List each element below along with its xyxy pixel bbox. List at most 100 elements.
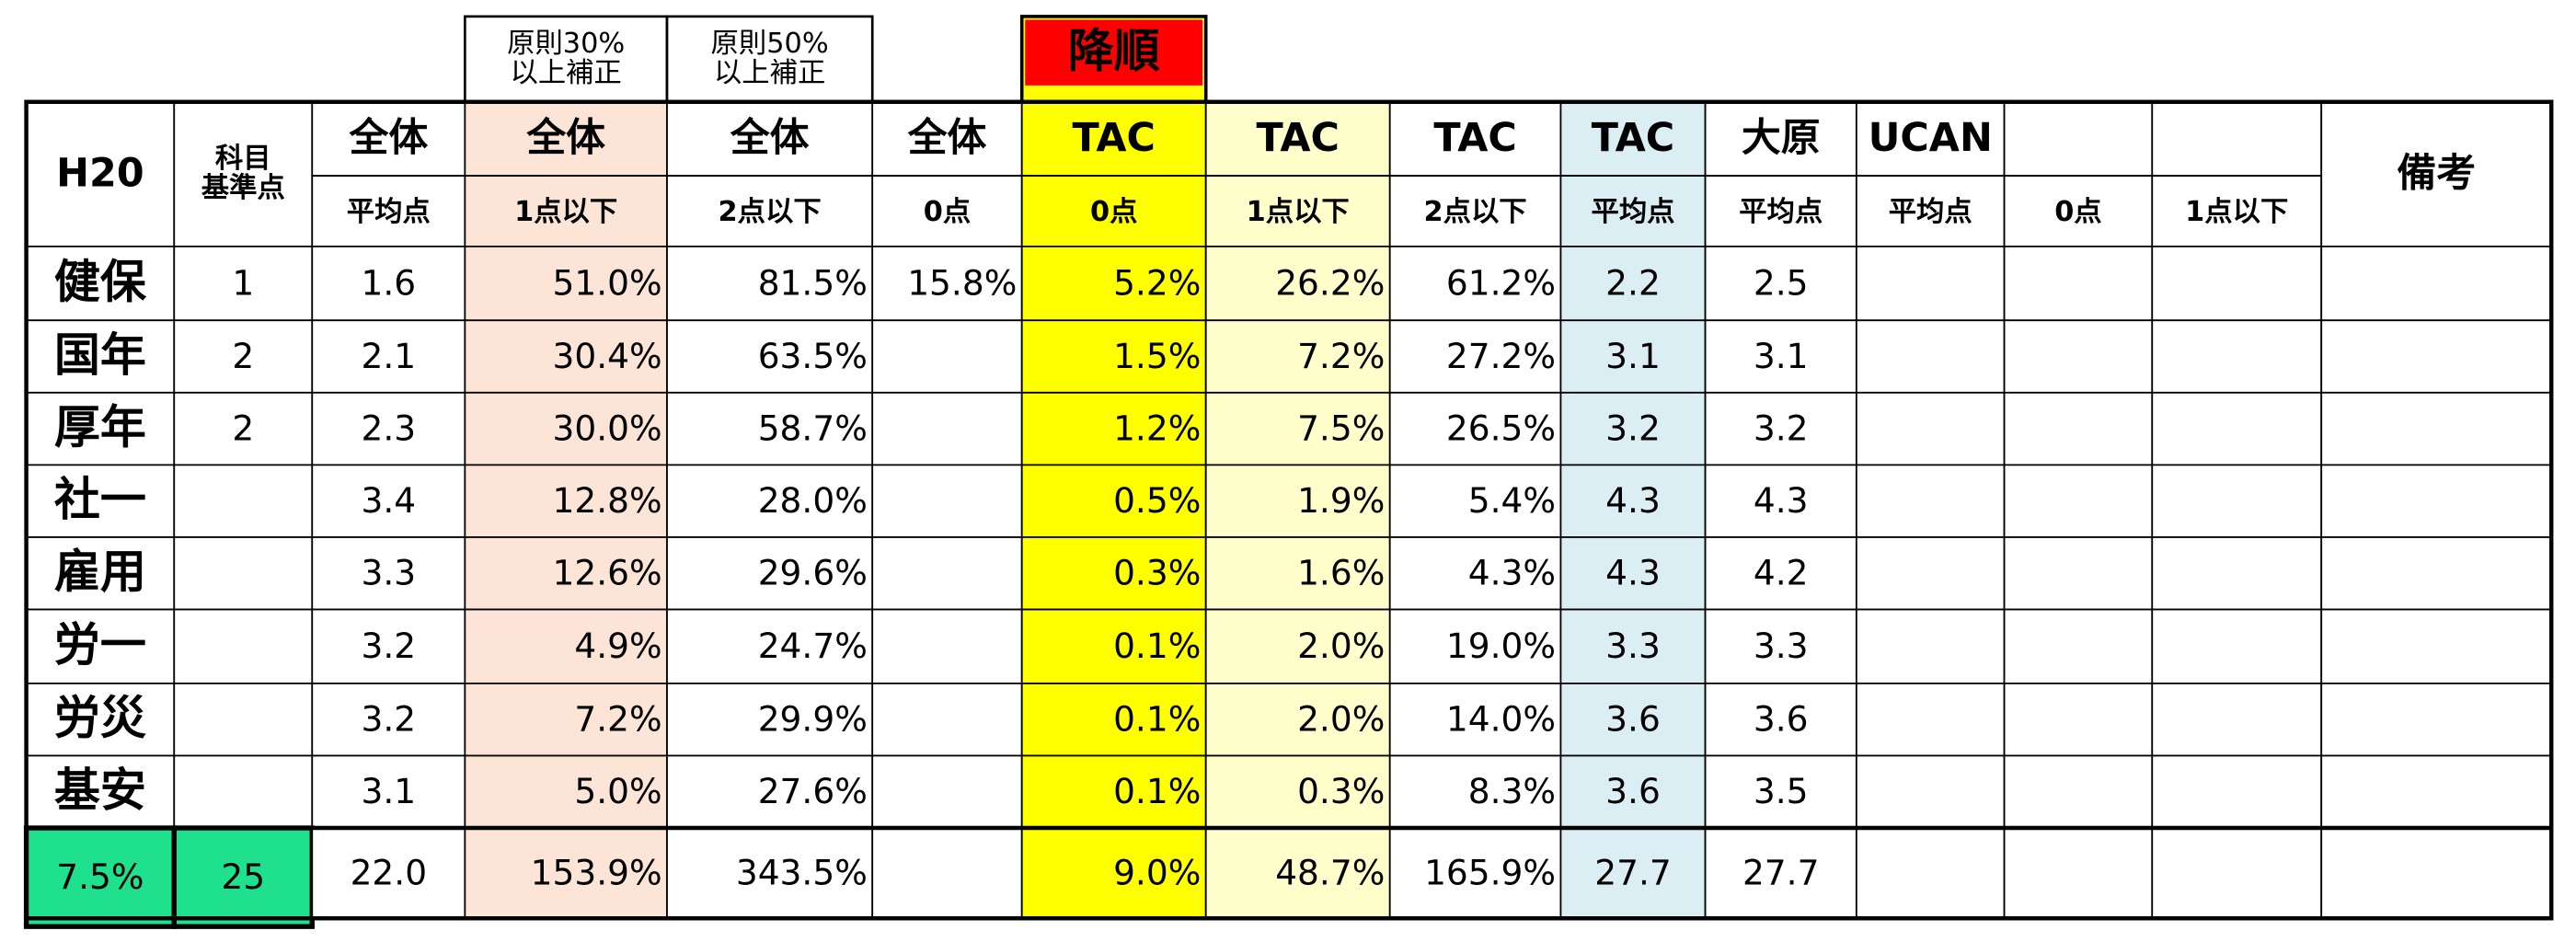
cell <box>1559 754 1707 829</box>
cell <box>311 608 466 684</box>
data-cell: 3.6 <box>1605 771 1661 811</box>
cell <box>1204 464 1391 538</box>
header-cell: 全体 <box>730 115 810 161</box>
cell <box>1204 319 1391 394</box>
header-cell: TAC <box>1592 115 1675 161</box>
data-cell: 30.4% <box>553 336 662 376</box>
cell <box>1855 536 2006 611</box>
cell <box>1020 391 1207 466</box>
cell <box>464 754 668 829</box>
data-cell: 29.6% <box>758 553 868 593</box>
cell <box>1559 100 1707 177</box>
cell <box>2003 319 2154 394</box>
data-cell: 3.3 <box>1605 626 1661 666</box>
total-cell: 27.7 <box>1742 852 1820 892</box>
data-cell: 5.2% <box>1113 262 1201 303</box>
data-cell: 2.3 <box>362 408 417 448</box>
data-cell: 63.5% <box>758 336 868 376</box>
cell <box>1855 754 2006 829</box>
header-cell: 全体 <box>525 115 605 161</box>
header-cell: 大原 <box>1742 115 1821 161</box>
cell <box>1204 827 1391 920</box>
cell <box>666 827 874 920</box>
cell <box>1388 100 1562 177</box>
cell <box>1855 175 2006 247</box>
subheader-cell: 平均点 <box>1889 196 1972 228</box>
cell <box>1704 754 1857 829</box>
row-label: 国年 <box>54 328 146 382</box>
cell <box>1020 464 1207 538</box>
header-cell: 全体 <box>348 115 428 161</box>
subheader-cell: 1点以下 <box>1247 196 1350 228</box>
row-label: 労一 <box>54 618 146 672</box>
cell <box>1855 319 2006 394</box>
cell <box>1388 319 1562 394</box>
cell <box>2003 827 2154 920</box>
data-cell: 28.0% <box>758 480 868 521</box>
data-cell: 12.8% <box>553 480 662 521</box>
cell <box>464 827 668 920</box>
cell <box>1704 100 1857 177</box>
data-cell: 1.9% <box>1297 480 1385 521</box>
sort-badge <box>1025 19 1203 86</box>
total-cell: 343.5% <box>736 852 868 892</box>
cell <box>173 608 314 684</box>
data-cell: 14.0% <box>1446 698 1556 739</box>
total-cell: 9.0% <box>1113 852 1201 892</box>
data-cell: 3.2 <box>362 698 417 739</box>
cell <box>1020 536 1207 611</box>
data-cell: 5.0% <box>574 771 661 811</box>
cell <box>1020 754 1207 829</box>
total-cell: 48.7% <box>1275 852 1385 892</box>
cell <box>2003 175 2154 247</box>
cell <box>1204 175 1391 247</box>
cell <box>1020 319 1207 394</box>
header-cell: UCAN <box>1869 115 1993 161</box>
cell <box>2320 245 2553 322</box>
total-cell: 22.0 <box>351 852 428 892</box>
cell <box>464 175 668 247</box>
data-cell: 2.1 <box>362 336 417 376</box>
cell <box>1020 175 1207 247</box>
cell <box>1855 464 2006 538</box>
cell <box>871 754 1023 829</box>
cell <box>311 245 466 322</box>
total-cell: 153.9% <box>531 852 662 892</box>
data-cell: 26.5% <box>1446 408 1556 448</box>
cell <box>1204 682 1391 757</box>
data-cell: 3.3 <box>362 553 417 593</box>
data-cell: 0.5% <box>1113 480 1201 521</box>
data-cell: 1.2% <box>1113 408 1201 448</box>
data-cell: 27.6% <box>758 771 868 811</box>
cell <box>1388 682 1562 757</box>
data-cell: 61.2% <box>1446 262 1556 303</box>
cell <box>1704 319 1857 394</box>
note: 以上補正 <box>714 57 825 89</box>
note: 原則50% <box>711 28 829 60</box>
cell <box>2320 608 2553 684</box>
data-cell: 27.2% <box>1446 336 1556 376</box>
cell <box>2003 464 2154 538</box>
cell <box>464 319 668 394</box>
data-cell: 7.5% <box>1297 408 1385 448</box>
cell <box>2320 464 2553 538</box>
cell <box>2151 100 2323 177</box>
cell <box>2151 682 2323 757</box>
cell <box>173 319 314 394</box>
data-cell: 3.5 <box>1754 771 1809 811</box>
subheader-cell: 平均点 <box>347 196 431 228</box>
cell <box>1704 536 1857 611</box>
header-cell: 備考 <box>2397 151 2476 197</box>
cell <box>871 682 1023 757</box>
data-cell: 3.1 <box>362 771 417 811</box>
data-cell: 3.2 <box>362 626 417 666</box>
data-cell: 8.3% <box>1468 771 1556 811</box>
data-cell: 0.1% <box>1113 626 1201 666</box>
data-cell: 1.5% <box>1113 336 1201 376</box>
cell <box>464 608 668 684</box>
cell <box>173 536 314 611</box>
data-cell: 4.2 <box>1754 553 1809 593</box>
cell <box>2003 754 2154 829</box>
data-cell: 1.6% <box>1297 553 1385 593</box>
